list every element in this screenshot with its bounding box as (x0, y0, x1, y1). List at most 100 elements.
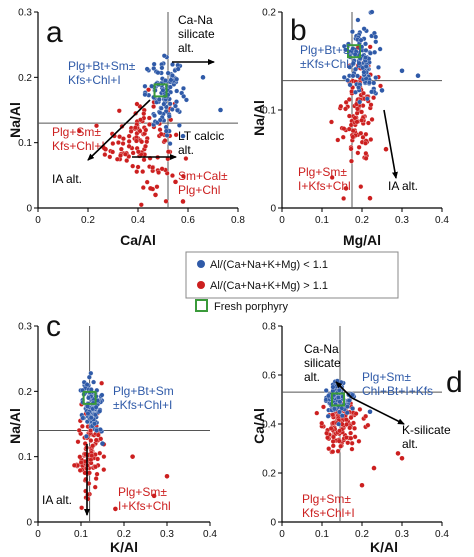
red-sample-point (330, 434, 336, 440)
ann-line: Kfs+Chl+I (302, 506, 355, 520)
blue-sample-point (371, 80, 377, 86)
blue-sample-point (92, 421, 97, 427)
y-tick-label: 0.2 (262, 469, 276, 480)
blue-sample-point (161, 101, 167, 107)
panel-a-annot-red: Plg+Sm± Kfs+Chl+I (52, 125, 105, 153)
red-sample-point (352, 425, 358, 431)
red-sample-point (363, 131, 369, 137)
red-sample-point (135, 164, 141, 170)
blue-sample-point (350, 392, 355, 398)
arrow-ksil-d (351, 397, 405, 425)
red-sample-point (341, 196, 347, 201)
ann-line: Plg+Bt+Sm (300, 43, 361, 57)
ann-line: Plg+Chl (178, 183, 220, 197)
blue-sample-point (156, 97, 162, 102)
red-sample-point (357, 406, 363, 412)
red-sample-point (324, 430, 330, 436)
blue-sample-point (367, 409, 373, 415)
blue-sample-point (363, 41, 368, 47)
ann-line: Plg+Sm± (362, 370, 411, 384)
panel-b-annot-ia: IA alt. (388, 179, 418, 193)
blue-sample-point (93, 404, 99, 410)
blue-sample-point (377, 46, 383, 52)
ann-line: alt. (402, 437, 418, 451)
red-sample-point (359, 117, 365, 123)
ann-line: ±Kfs+Chl+I (113, 398, 172, 412)
ann-line: K-silicate (402, 423, 451, 437)
red-sample-point (170, 173, 175, 179)
red-sample-point (158, 131, 164, 137)
ann-line: silicate (178, 27, 215, 41)
red-sample-point (118, 153, 123, 159)
blue-sample-point (373, 39, 379, 45)
red-sample-point (173, 179, 178, 185)
red-sample-point (130, 454, 135, 459)
blue-sample-point (94, 428, 100, 433)
red-sample-point (114, 156, 120, 162)
red-sample-point (371, 95, 377, 101)
blue-sample-point (85, 411, 91, 417)
blue-sample-point (350, 60, 356, 66)
ann-line: LT calcic (178, 129, 224, 143)
blue-sample-point (100, 441, 105, 446)
ann-line: Plg+Sm± (118, 485, 167, 499)
red-sample-point (365, 422, 371, 428)
red-sample-point (395, 451, 401, 456)
blue-sample-point (361, 69, 367, 75)
red-sample-point (102, 152, 108, 158)
red-sample-point (343, 417, 349, 423)
blue-sample-point (336, 387, 342, 393)
red-sample-point (358, 184, 364, 190)
red-sample-point (117, 134, 123, 140)
blue-sample-point (175, 66, 181, 72)
red-sample-point (76, 128, 82, 134)
red-sample-point (355, 150, 361, 156)
panel-b-ylabel: Na/Al (251, 100, 267, 136)
red-sample-point (349, 440, 355, 446)
blue-sample-point (86, 374, 92, 380)
red-sample-point (143, 127, 149, 133)
fresh-porphyry-marker (82, 390, 97, 405)
red-sample-point (146, 115, 152, 121)
red-sample-point (71, 462, 77, 468)
blue-sample-point (181, 85, 186, 91)
red-sample-point (154, 184, 160, 190)
red-sample-point (94, 123, 99, 129)
blue-sample-point (181, 93, 187, 99)
red-sample-point (128, 128, 134, 134)
y-tick-label: 0 (26, 518, 32, 529)
blue-sample-point (165, 70, 171, 76)
panel-a-annot-red2: Sm+Cal± Plg+Chl (178, 169, 231, 197)
red-sample-point (120, 136, 126, 142)
red-sample-point (348, 146, 354, 152)
red-sample-point (346, 126, 352, 132)
arrow-cana-d (335, 381, 353, 399)
red-sample-point (352, 434, 358, 440)
panel-b-annot-red: Plg+Sm± I+Kfs+Chl (298, 165, 351, 193)
blue-sample-point (169, 106, 175, 112)
panel-b-annot-blue: Plg+Bt+Sm ±Kfs+Chl+I (300, 43, 364, 71)
red-sample-point (115, 140, 121, 145)
blue-sample-point (176, 122, 182, 128)
y-tick-label: 0.3 (18, 8, 32, 19)
ann-line: Plg+Bt+Sm± (68, 59, 136, 73)
blue-sample-point (341, 74, 347, 80)
blue-sample-point (159, 65, 165, 71)
arrow-ia (87, 99, 151, 161)
red-sample-point (90, 443, 96, 449)
red-sample-point (113, 506, 118, 512)
ann-line: IA alt. (52, 172, 82, 186)
red-sample-point (349, 446, 355, 452)
panel-d-ylabel: Ca/Al (251, 408, 267, 444)
red-sample-point (116, 108, 122, 114)
red-sample-point (330, 438, 336, 444)
red-sample-point (355, 106, 360, 112)
red-sample-point (368, 137, 374, 142)
red-sample-point (126, 138, 132, 144)
panel-letter-c: c (46, 310, 61, 343)
blue-sample-point (183, 97, 189, 103)
panel-d-annot-red: Plg+Sm± Kfs+Chl+I (302, 492, 355, 520)
red-sample-point (101, 467, 107, 473)
blue-sample-point (376, 64, 381, 70)
